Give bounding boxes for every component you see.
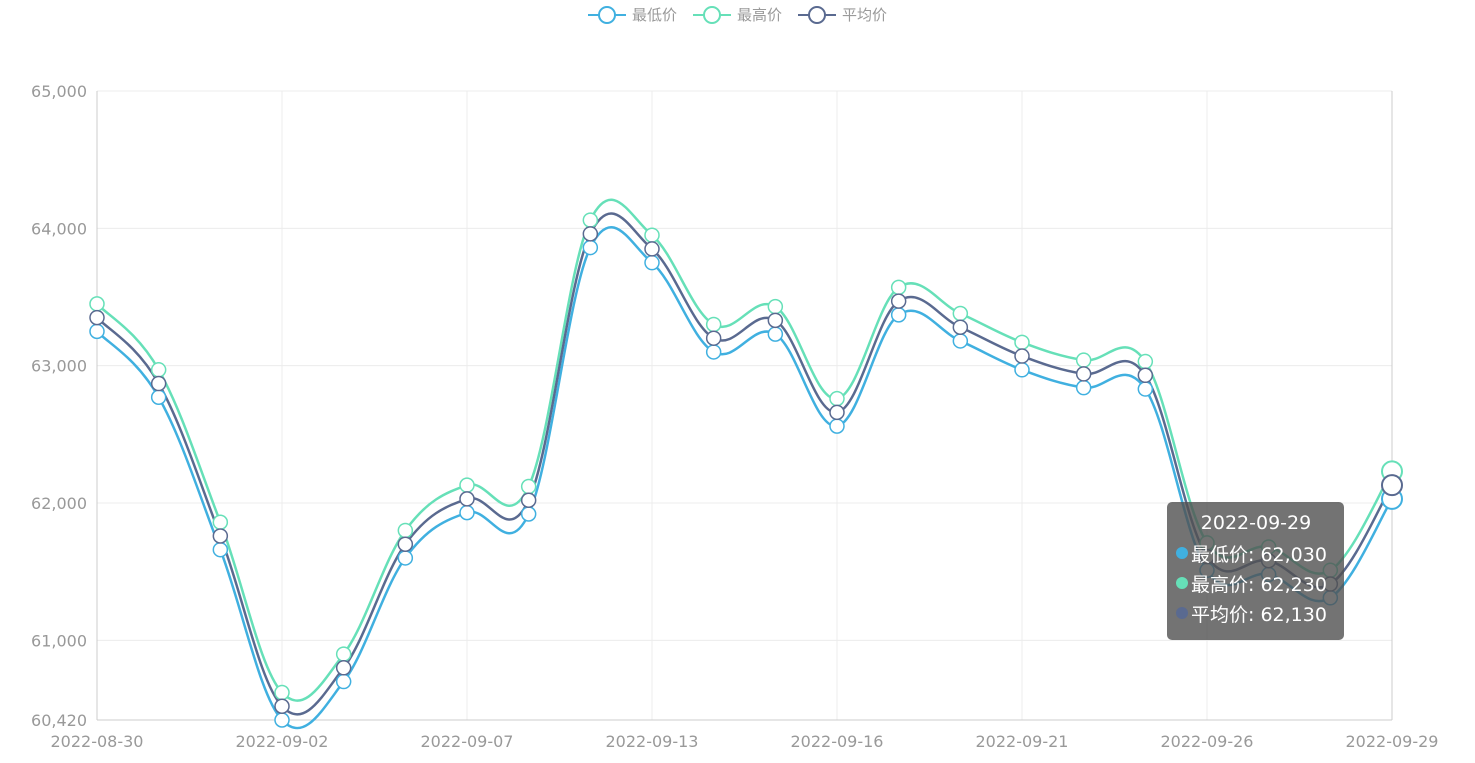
data-point [1381,474,1403,497]
data-point [274,712,290,728]
legend-line-icon [798,5,836,24]
tooltip-row-avg: 平均价: 62,130 [1176,598,1336,628]
data-point [520,506,537,522]
tooltip-dot-avg [1176,607,1188,619]
data-point [890,293,907,309]
data-point [1137,353,1154,370]
data-point [582,239,599,256]
y-tick-label: 63,000 [31,357,87,376]
data-point [212,528,229,544]
y-tick-label: 62,000 [31,494,87,513]
data-point [150,389,167,406]
data-point [644,227,660,243]
data-point [582,226,599,242]
data-point [335,660,352,676]
data-point [1075,366,1092,382]
data-point [829,418,845,434]
data-point [705,316,722,333]
y-tick-label: 64,000 [31,219,87,238]
data-point [150,362,167,378]
data-point [1137,381,1154,397]
data-point [767,326,784,342]
data-point [1137,367,1154,384]
legend-item-low[interactable]: 最低价 [587,4,677,25]
x-tick-label: 2022-09-02 [236,732,329,751]
data-point [644,241,660,257]
data-point [582,212,599,228]
data-point [89,323,105,340]
data-point [89,309,105,326]
x-tick-label: 2022-08-30 [51,732,144,751]
x-tick-label: 2022-09-21 [976,732,1069,751]
tooltip-dot-high [1176,577,1188,589]
data-point [829,390,845,407]
data-point [335,646,352,662]
x-tick-label: 2022-09-29 [1346,732,1439,751]
legend-label-avg: 平均价 [842,6,888,24]
legend-line-icon [587,5,626,24]
tooltip-text-low: 最低价: 62,030 [1191,543,1327,566]
tooltip-text-avg: 平均价: 62,130 [1191,603,1327,626]
data-point [1075,352,1092,368]
data-point [520,478,537,495]
series-line-0 [96,225,1394,730]
legend-item-high[interactable]: 最高价 [692,4,782,25]
data-point [1014,362,1030,378]
y-tick-label: 61,000 [31,631,87,650]
y-tick-label: 60,420 [31,711,87,730]
tooltip-text-high: 最高价: 62,230 [1191,573,1327,596]
data-point [212,541,229,558]
tooltip-row-high: 最高价: 62,230 [1176,568,1336,598]
legend-line-icon [692,5,731,24]
y-tick-label: 65,000 [31,82,87,101]
legend-label-low: 最低价 [631,6,677,24]
data-point [1014,348,1030,364]
data-point [335,673,352,690]
data-point [1014,334,1030,351]
data-point [644,254,660,271]
data-point [767,312,784,329]
data-point [952,305,969,322]
data-point [767,298,784,315]
legend-item-avg[interactable]: 平均价 [798,4,887,25]
data-point [397,550,414,566]
data-point [397,522,414,539]
data-point [89,296,105,312]
data-point [705,344,722,360]
data-point [890,307,907,323]
data-point [274,698,290,715]
data-point [520,492,537,509]
data-point [397,536,414,552]
data-point [1075,379,1092,396]
x-tick-label: 2022-09-13 [606,732,699,751]
data-point [274,684,290,701]
tooltip-row-low: 最低价: 62,030 [1176,538,1336,568]
data-point [212,514,229,530]
data-point [952,333,969,349]
data-point [705,330,722,346]
legend-label-high: 最高价 [736,6,782,24]
tooltip: 2022-09-29 最低价: 62,030 最高价: 62,230 平均价: … [1167,502,1344,640]
data-point [150,375,167,392]
data-point [459,504,475,521]
x-tick-label: 2022-09-16 [791,732,884,751]
x-tick-label: 2022-09-26 [1161,732,1254,751]
tooltip-title: 2022-09-29 [1200,512,1312,534]
data-point [459,491,475,507]
data-point [829,404,845,421]
data-point [459,477,475,493]
tooltip-dot-low [1176,547,1188,559]
x-tick-label: 2022-09-07 [421,732,514,751]
data-point [890,279,907,296]
data-point [952,319,969,335]
legend: 最低价 最高价 平均价 [0,4,1475,25]
